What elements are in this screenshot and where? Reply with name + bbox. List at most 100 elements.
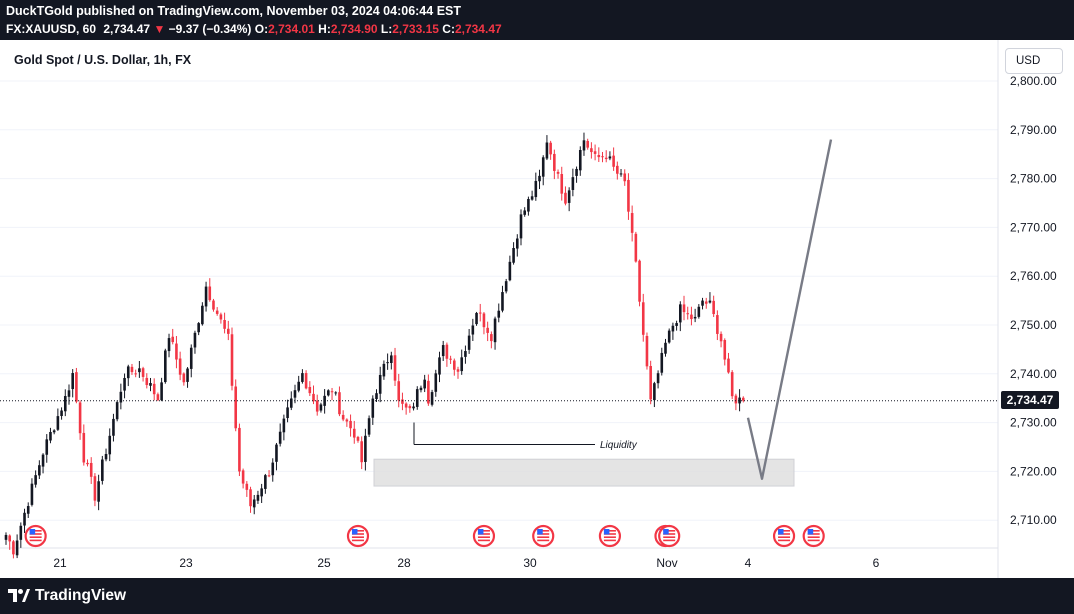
candle-body (212, 300, 215, 310)
candle-body (238, 427, 241, 472)
candle-body (241, 470, 245, 484)
tradingview-logo-icon (8, 589, 30, 602)
candle-body (619, 173, 623, 175)
candle-body (460, 357, 464, 372)
candle-body (519, 214, 523, 239)
candle-body (141, 368, 145, 377)
candle-body (186, 368, 189, 382)
candle-body (308, 386, 312, 394)
candle-body (375, 393, 378, 400)
candle-body (267, 475, 271, 477)
candle-body (260, 488, 263, 497)
candle-body (575, 168, 578, 176)
low-label: L: (380, 22, 393, 36)
candle-body (138, 368, 141, 373)
candle-body (664, 342, 667, 354)
candle-body (278, 431, 282, 444)
candle-body (34, 475, 37, 485)
candle-body (108, 435, 112, 455)
candle-body (567, 190, 571, 203)
high-label: H: (318, 22, 331, 36)
candle-body (327, 390, 330, 396)
price-change: −9.37 (−0.34%) (168, 22, 252, 36)
y-tick-label: 2,780.00 (1010, 172, 1057, 186)
low-value: 2,733.15 (392, 22, 439, 36)
candle-body (545, 142, 549, 159)
candle-body (423, 379, 426, 389)
candle-body (512, 248, 515, 263)
candle-body (26, 506, 30, 514)
candle-body (93, 476, 97, 501)
currency-button[interactable]: USD (1005, 48, 1063, 74)
candle-body (208, 286, 212, 301)
candle-body (608, 156, 612, 159)
candle-body (560, 174, 564, 194)
candle-body (415, 389, 419, 407)
candle-body (549, 142, 552, 155)
us-flag-icon[interactable] (772, 524, 796, 548)
x-tick-label: 4 (745, 556, 752, 570)
us-flag-icon[interactable] (24, 524, 47, 548)
candle-body (8, 535, 12, 542)
us-flag-icon[interactable] (532, 524, 555, 548)
candle-body (371, 398, 375, 418)
candle-body (23, 512, 26, 526)
candle-body (638, 260, 641, 302)
us-flag-icon[interactable] (346, 524, 370, 548)
candle-body (697, 306, 701, 317)
x-tick-label: 23 (179, 556, 193, 570)
tradingview-logo[interactable]: TradingView (8, 587, 126, 605)
candle-body (230, 334, 234, 386)
candle-body (445, 344, 449, 359)
candle-body (82, 432, 86, 463)
candle-body (660, 352, 664, 373)
candle-body (319, 404, 323, 411)
candle-body (630, 213, 634, 233)
candle-body (304, 373, 308, 389)
candle-body (97, 481, 100, 502)
us-flag-icon[interactable] (472, 524, 496, 548)
us-flag-icon[interactable] (598, 524, 622, 548)
chart-area[interactable]: 2,800.00 2,790.00 2,780.00 2,770.00 2,760.00… (0, 40, 1074, 578)
candle-body (245, 483, 249, 490)
candle-body (38, 465, 41, 476)
candle-body (201, 305, 204, 325)
ohlc-legend: FX:XAUUSD, 60 2,734.47 ▼ −9.37 (−0.34%) … (6, 22, 502, 36)
candle-body (249, 489, 252, 507)
us-flag-icon[interactable] (658, 524, 681, 548)
x-tick-label: 28 (397, 556, 411, 570)
candle-body (456, 369, 460, 372)
candle-body (527, 198, 530, 212)
current-price-badge: 2,734.47 (1001, 391, 1059, 409)
candle-body (341, 414, 345, 420)
chart-title: Gold Spot / U.S. Dollar, 1h, FX (14, 53, 192, 67)
candle-body (289, 398, 293, 408)
us-flag-icon[interactable] (802, 524, 825, 548)
price-chart[interactable]: 2,800.00 2,790.00 2,780.00 2,770.00 2,760.00… (0, 40, 1074, 578)
candle-body (134, 373, 137, 375)
candle-body (438, 357, 441, 375)
candle-body (63, 396, 67, 412)
candle-body (312, 393, 315, 402)
candle-body (4, 534, 8, 540)
last-price: 2,734.47 (103, 22, 151, 36)
candle-body (167, 338, 171, 352)
candle-body (586, 140, 589, 148)
publish-info: DuckTGold published on TradingView.com, … (6, 4, 461, 18)
candle-body (716, 315, 719, 334)
candle-body (623, 173, 627, 182)
candle-body (41, 454, 45, 467)
candle-body (741, 397, 745, 401)
candle-body (653, 383, 656, 401)
liquidity-label: Liquidity (600, 440, 638, 451)
y-tick-label: 2,710.00 (1010, 513, 1057, 527)
candle-body (508, 261, 512, 281)
candle-body (475, 312, 478, 325)
candle-body (330, 391, 334, 393)
candle-body (360, 441, 363, 463)
candle-body (367, 418, 371, 435)
candle-body (641, 302, 645, 335)
candle-body (334, 392, 338, 394)
candle-body (427, 380, 430, 404)
tradingview-brand: TradingView (35, 587, 127, 604)
